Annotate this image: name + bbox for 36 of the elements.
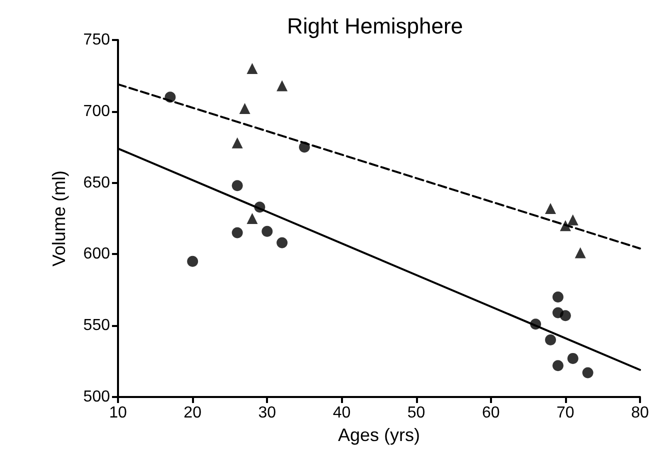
x-tick-label: 30 bbox=[258, 404, 276, 422]
point bbox=[567, 214, 578, 226]
y-tick-label: 600 bbox=[83, 246, 110, 263]
chart-title: Right Hemisphere bbox=[286, 14, 464, 38]
point bbox=[187, 256, 198, 267]
point bbox=[246, 63, 258, 74]
point bbox=[246, 213, 258, 224]
point bbox=[276, 80, 288, 92]
x-tick-label: 20 bbox=[184, 404, 202, 422]
point bbox=[276, 237, 288, 248]
point bbox=[545, 203, 556, 214]
y-tick-label: 700 bbox=[83, 102, 110, 120]
point bbox=[560, 310, 571, 322]
point bbox=[232, 137, 243, 148]
point bbox=[232, 180, 243, 192]
y-tick-label: 500 bbox=[83, 388, 110, 406]
x-tick-label: 80 bbox=[631, 404, 649, 422]
x-tick-label: 70 bbox=[556, 404, 574, 422]
point bbox=[552, 360, 564, 372]
point bbox=[582, 367, 594, 378]
point bbox=[262, 226, 273, 237]
y-tick-label: 750 bbox=[83, 32, 110, 48]
x-axis-title: Ages (yrs) bbox=[338, 424, 420, 445]
point bbox=[552, 292, 564, 303]
y-tick-label: 550 bbox=[83, 317, 110, 334]
point bbox=[567, 352, 578, 364]
point bbox=[545, 334, 556, 346]
x-tick-label: 60 bbox=[482, 404, 500, 422]
y-tick-label: 650 bbox=[83, 174, 110, 192]
point bbox=[574, 247, 586, 258]
x-tick-label: 40 bbox=[332, 404, 351, 422]
point bbox=[232, 227, 243, 238]
y-axis-title: Volume (ml) bbox=[49, 170, 69, 267]
point bbox=[239, 103, 250, 114]
x-tick-label: 50 bbox=[407, 404, 426, 422]
x-tick-label: 10 bbox=[109, 404, 127, 422]
